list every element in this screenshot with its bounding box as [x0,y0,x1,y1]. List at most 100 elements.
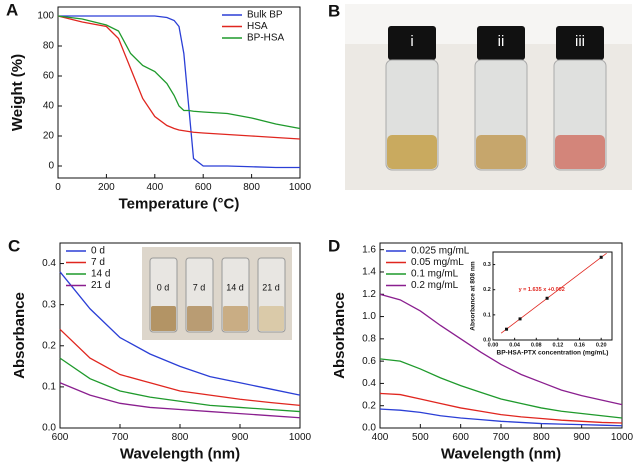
y-tick-label: 1.2 [362,289,376,300]
y-tick-label: 0.3 [42,299,56,310]
photo-b: i ii iii [345,4,632,190]
series-line [379,392,623,424]
y-axis-label: Absorbance at 808 nm [470,261,477,331]
y-tick-label: 60 [43,71,55,82]
series-line [57,15,301,130]
x-tick-label: 0 [55,182,61,193]
legend-label: 0.2 mg/mL [411,280,459,291]
series-line [379,408,623,427]
y-tick-label: 80 [43,41,55,52]
vial-label: ii [498,33,505,50]
x-axis-label: BP-HSA-PTX concentration (mg/mL) [497,350,609,357]
x-tick-label: 0.04 [509,343,521,349]
scatter-point [505,327,509,331]
x-tick-label: 0.12 [553,343,564,349]
legend-label: 0.05 mg/mL [411,257,464,268]
y-tick-label: 0.2 [42,340,56,351]
series-line [57,15,301,140]
x-tick-label: 400 [146,182,163,193]
plot-frame [492,251,613,341]
legend-label: 7 d [91,257,105,268]
series-line [59,328,301,407]
legend-label: 21 d [91,280,110,291]
x-tick-label: 500 [412,432,429,443]
x-tick-label: 0.16 [574,343,585,349]
x-tick-label: 900 [232,432,249,443]
legend-label: 14 d [91,269,110,280]
x-tick-label: 0.00 [488,343,499,349]
x-axis-label: Wavelength (nm) [120,445,240,462]
y-tick-label: 0.2 [362,400,376,411]
x-tick-label: 700 [493,432,510,443]
x-tick-label: 0.08 [531,343,542,349]
y-tick-label: 0.4 [42,258,56,269]
x-axis-label: Temperature (°C) [119,195,240,212]
y-tick-label: 0.2 [483,287,491,293]
x-tick-label: 1000 [289,432,312,443]
y-tick-label: 40 [43,101,55,112]
vial-label: i [410,33,413,50]
y-tick-label: 0.0 [483,337,491,343]
y-tick-label: 20 [43,131,55,142]
y-tick-label: 0 [48,161,54,172]
panel-label: B [328,1,340,20]
plot-frame [57,6,301,179]
y-tick-label: 0.6 [362,356,376,367]
panel-label: C [8,236,20,255]
series-line [59,357,301,413]
series-line [59,271,301,396]
y-tick-label: 0.3 [483,262,491,268]
y-tick-label: 1.4 [362,267,376,278]
legend-label: Bulk BP [247,10,283,21]
legend-label: 0.025 mg/mL [411,246,470,257]
vial-label: 21 d [262,282,280,292]
y-tick-label: 100 [37,11,54,22]
y-tick-label: 0.0 [362,423,376,434]
y-tick-label: 1.6 [362,244,376,255]
x-axis-label: Wavelength (nm) [441,445,561,462]
x-tick-label: 700 [112,432,129,443]
photo-c-inset: 0 d 7 d 14 d 21 d [142,247,292,340]
vial-label: 14 d [226,282,244,292]
y-tick-label: 0.1 [483,312,491,318]
annotation: y = 1.635 x +0.002 [519,287,565,293]
scatter-point [599,255,603,259]
legend-label: 0.1 mg/mL [411,269,459,280]
x-tick-label: 600 [452,432,469,443]
scatter-point [545,296,549,300]
panel-label: D [328,236,340,255]
y-axis-label: Weight (%) [9,54,26,131]
vial-label: iii [575,33,585,50]
y-tick-label: 0.0 [42,423,56,434]
series-line [59,382,301,419]
series-line [379,293,623,406]
x-tick-label: 0.20 [596,343,607,349]
x-tick-label: 200 [98,182,115,193]
panel-label: A [6,0,18,19]
legend-label: 0 d [91,246,105,257]
series-line [58,15,300,169]
vial-label: 0 d [157,282,170,292]
y-axis-label: Absorbance [331,292,348,379]
x-tick-label: 1000 [611,432,634,443]
vial [385,26,439,171]
x-tick-label: 1000 [289,182,312,193]
fit-line [500,252,607,334]
x-tick-label: 800 [172,432,189,443]
y-tick-label: 1.0 [362,311,376,322]
legend-label: HSA [247,21,268,32]
vial-label: 7 d [193,282,206,292]
legend-label: BP-HSA [247,33,285,44]
x-tick-label: 900 [573,432,590,443]
y-axis-label: Absorbance [11,292,28,379]
x-tick-label: 600 [195,182,212,193]
x-tick-label: 800 [533,432,550,443]
series-line [379,358,623,419]
y-tick-label: 0.8 [362,333,376,344]
y-tick-label: 0.1 [42,382,56,393]
vial [553,26,607,171]
scatter-point [518,317,522,321]
y-tick-label: 0.4 [362,378,376,389]
x-tick-label: 400 [372,432,389,443]
